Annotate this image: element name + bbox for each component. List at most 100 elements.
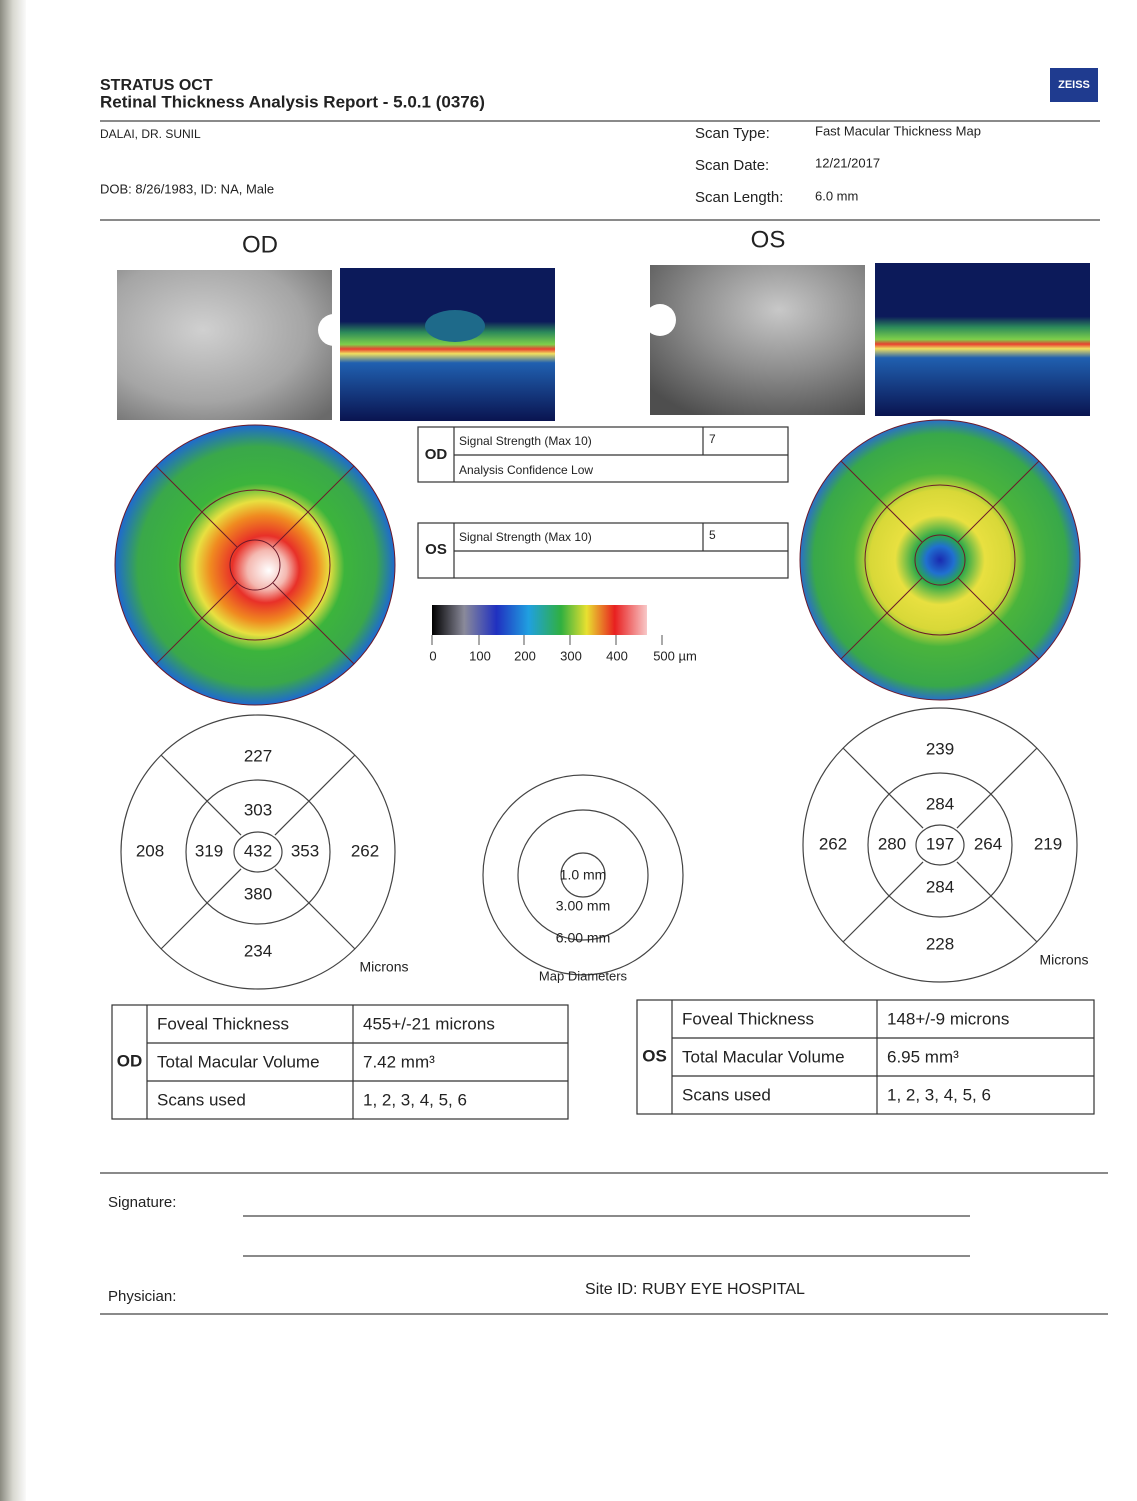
thickness-map [799, 419, 1081, 701]
scale-tick-label: 0 [429, 648, 436, 663]
grid-divider [956, 861, 1038, 943]
sector-value: 284 [926, 877, 954, 896]
sector-value: 208 [136, 841, 164, 860]
physician-label: Physician: [108, 1288, 176, 1305]
grid-inner [915, 824, 965, 866]
signal-label: Signal Strength (Max 10) [459, 434, 592, 448]
grid-divider [842, 747, 924, 829]
grid-inner [233, 831, 283, 873]
report-title: Retinal Thickness Analysis Report - 5.0.… [100, 92, 485, 111]
patient-name: DALAI, DR. SUNIL [100, 127, 201, 141]
b-scan-image [340, 268, 555, 421]
signal-value: 7 [709, 432, 716, 446]
sector-value: 353 [291, 841, 319, 860]
fundus-image [650, 265, 865, 415]
sector-value: 262 [351, 841, 379, 860]
signal-label: Signal Strength (Max 10) [459, 530, 592, 544]
sector-value: 280 [878, 834, 906, 853]
sector-value: 432 [244, 841, 272, 860]
scale-tick-label: 100 [469, 648, 491, 663]
logo-box [1050, 68, 1098, 102]
sector-value: 228 [926, 934, 954, 953]
signal-box [417, 426, 789, 483]
scan-value: 6.0 mm [815, 188, 858, 203]
grid-outer [120, 714, 396, 990]
grid-divider [160, 868, 242, 950]
grid-divider [274, 754, 356, 836]
grid-divider [956, 747, 1038, 829]
confidence: Analysis Confidence Low [459, 463, 593, 477]
row-value: 1, 2, 3, 4, 5, 6 [887, 1085, 991, 1104]
sector-value: 227 [244, 746, 272, 765]
scale-tick-label: 300 [560, 648, 582, 663]
grid-middle [185, 779, 331, 925]
scan-label: Scan Type: [695, 125, 770, 142]
summary-tables: OD Foveal Thickness 455+/-21 microns Total … [111, 999, 1095, 1120]
scan-edge [0, 0, 26, 1501]
signature-label: Signature: [108, 1194, 176, 1211]
sector-value: 197 [926, 834, 954, 853]
diameter-label: 1.0 mm [560, 867, 607, 883]
table-border [636, 999, 1095, 1115]
sector-value: 239 [926, 739, 954, 758]
eye-heading: OS [751, 226, 786, 253]
grid-outer [802, 707, 1078, 983]
map-diameters [482, 774, 684, 976]
diameter-title: Map Diameters [539, 968, 628, 983]
scan-value: Fast Macular Thickness Map [815, 123, 981, 138]
row-value: 1, 2, 3, 4, 5, 6 [363, 1090, 467, 1109]
scale-tick-label: 200 [514, 648, 536, 663]
row-value: 6.95 mm³ [887, 1047, 959, 1066]
product-name: STRATUS OCT [100, 77, 213, 94]
signal-box [417, 522, 789, 579]
thickness-map [114, 424, 396, 706]
row-label: Scans used [682, 1085, 771, 1104]
sector-value: 234 [244, 941, 272, 960]
eye-label: OD [425, 446, 448, 463]
sector-value: 219 [1034, 834, 1062, 853]
grid-divider [842, 861, 924, 943]
eye-heading: OD [242, 231, 278, 258]
scan-label: Scan Length: [695, 189, 783, 206]
row-value: 455+/-21 microns [363, 1014, 495, 1033]
scale-tick-label: 500 µm [653, 648, 697, 663]
grid-middle [867, 772, 1013, 918]
color-scale-ticks: 0 100 200 300 400 500 µm [429, 635, 697, 663]
row-label: Foveal Thickness [157, 1014, 289, 1033]
sector-value: 319 [195, 841, 223, 860]
row-label: Total Macular Volume [157, 1052, 320, 1071]
units-label: Microns [1039, 952, 1088, 968]
units-label: Microns [359, 959, 408, 975]
optic-disc [644, 304, 676, 336]
signal-value: 5 [709, 528, 716, 542]
logo: ZEISS [1058, 79, 1090, 91]
sector-value: 284 [926, 794, 954, 813]
row-label: Total Macular Volume [682, 1047, 845, 1066]
scan-value: 12/21/2017 [815, 155, 880, 170]
b-scan-bulge [425, 310, 485, 342]
scan-label: Scan Date: [695, 157, 769, 174]
eye-label: OS [642, 1046, 667, 1065]
diameter-label: 3.00 mm [556, 898, 610, 914]
scale-tick-label: 400 [606, 648, 628, 663]
grid-divider [160, 754, 242, 836]
patient-dob: DOB: 8/26/1983, ID: NA, Male [100, 181, 274, 196]
sector-grids: 227 303 208 319 432 353 262 380 234 Microns 239 284… [120, 707, 1089, 990]
row-value: 7.42 mm³ [363, 1052, 435, 1071]
sector-value: 262 [819, 834, 847, 853]
grid-divider [274, 868, 356, 950]
b-scan-image [875, 263, 1090, 416]
row-value: 148+/-9 microns [887, 1009, 1009, 1028]
sector-value: 264 [974, 834, 1002, 853]
sector-value: 303 [244, 800, 272, 819]
row-label: Scans used [157, 1090, 246, 1109]
scan-info: Scan Type: Fast Macular Thickness Map Scan… [695, 123, 981, 206]
table-border [111, 1004, 569, 1120]
diameter-label: 6.00 mm [556, 930, 610, 946]
fundus-image [117, 270, 332, 420]
site-id: Site ID: RUBY EYE HOSPITAL [585, 1281, 805, 1298]
row-label: Foveal Thickness [682, 1009, 814, 1028]
sector-value: 380 [244, 884, 272, 903]
eye-label: OS [425, 541, 447, 558]
